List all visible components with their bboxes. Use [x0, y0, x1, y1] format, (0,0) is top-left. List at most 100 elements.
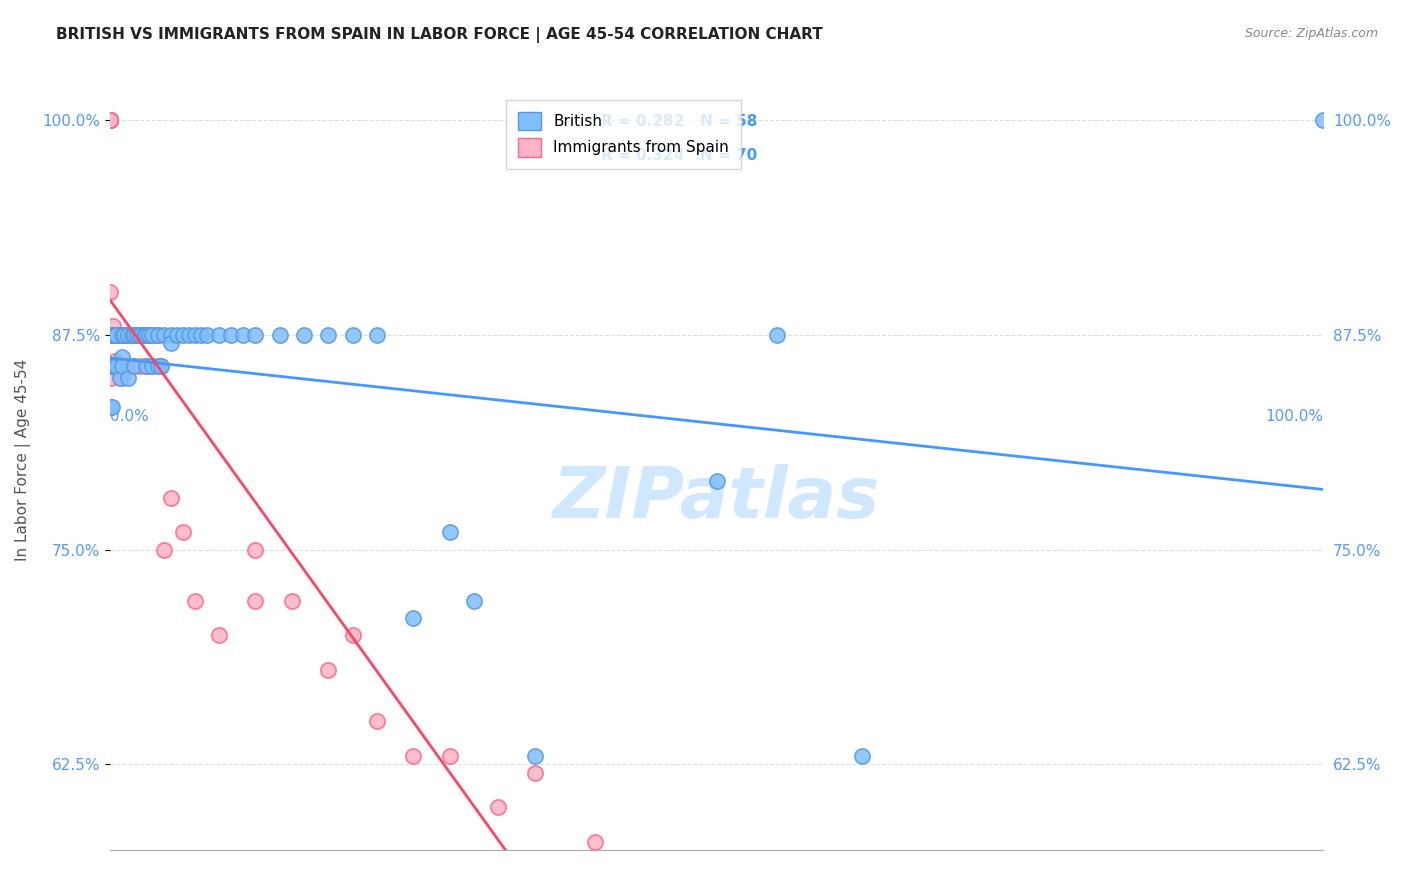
Point — [208, 628, 231, 642]
Point — [110, 327, 132, 342]
Point — [104, 359, 127, 373]
Point — [104, 327, 127, 342]
Point — [98, 113, 121, 128]
Point — [125, 327, 148, 342]
Point — [112, 327, 135, 342]
Point — [148, 327, 170, 342]
Point — [149, 359, 172, 373]
Point — [138, 327, 160, 342]
Point — [104, 327, 127, 342]
Y-axis label: In Labor Force | Age 45-54: In Labor Force | Age 45-54 — [15, 359, 31, 560]
Point — [103, 359, 125, 373]
Point — [111, 371, 134, 385]
Point — [851, 748, 873, 763]
Point — [132, 327, 155, 342]
Point — [129, 327, 152, 342]
Point — [98, 285, 121, 299]
Point — [177, 327, 200, 342]
Point — [172, 525, 194, 540]
Point — [108, 371, 131, 385]
Point — [117, 359, 139, 373]
Point — [523, 748, 546, 763]
Point — [117, 327, 139, 342]
Point — [366, 714, 388, 729]
Point — [439, 525, 461, 540]
Text: Source: ZipAtlas.com: Source: ZipAtlas.com — [1244, 27, 1378, 40]
Point — [129, 359, 152, 373]
Point — [98, 327, 121, 342]
Point — [463, 594, 485, 608]
Point — [402, 748, 425, 763]
Point — [101, 400, 124, 414]
Point — [121, 359, 143, 373]
Point — [121, 327, 143, 342]
Point — [112, 327, 135, 342]
Point — [269, 327, 291, 342]
Point — [153, 542, 176, 557]
Point — [132, 327, 155, 342]
Point — [108, 327, 131, 342]
Point — [402, 611, 425, 625]
Point — [366, 327, 388, 342]
Point — [107, 327, 129, 342]
Point — [706, 474, 728, 488]
Text: 0.0%: 0.0% — [110, 409, 149, 424]
Text: R = 0.324   N = 70: R = 0.324 N = 70 — [602, 148, 758, 163]
Point — [1312, 113, 1334, 128]
Point — [122, 327, 145, 342]
Point — [153, 327, 176, 342]
Point — [190, 327, 212, 342]
Point — [98, 400, 121, 414]
Point — [98, 400, 121, 414]
Point — [166, 327, 188, 342]
Point — [100, 327, 122, 342]
Point — [145, 327, 167, 342]
Point — [316, 663, 339, 677]
Point — [111, 359, 134, 373]
Point — [122, 327, 145, 342]
Point — [98, 113, 121, 128]
Point — [184, 594, 207, 608]
Point — [159, 327, 181, 342]
Point — [159, 491, 181, 505]
Point — [103, 319, 125, 334]
Point — [125, 327, 148, 342]
Point — [122, 359, 145, 373]
Point — [245, 542, 267, 557]
Point — [135, 359, 157, 373]
Point — [766, 327, 789, 342]
Point — [316, 327, 339, 342]
Point — [138, 327, 160, 342]
Point — [342, 628, 364, 642]
Point — [98, 113, 121, 128]
Point — [98, 113, 121, 128]
Point — [104, 359, 127, 373]
Point — [111, 359, 134, 373]
Point — [105, 327, 128, 342]
Point — [149, 359, 172, 373]
Point — [292, 327, 315, 342]
Point — [129, 327, 152, 342]
Text: R = 0.282   N = 58: R = 0.282 N = 58 — [602, 114, 758, 128]
Point — [117, 371, 139, 385]
Point — [98, 113, 121, 128]
Point — [98, 113, 121, 128]
Point — [98, 327, 121, 342]
Point — [184, 327, 207, 342]
Point — [111, 350, 134, 364]
Point — [219, 327, 242, 342]
Point — [98, 327, 121, 342]
Point — [208, 327, 231, 342]
Point — [98, 327, 121, 342]
Point — [245, 327, 267, 342]
Point — [135, 327, 157, 342]
Point — [104, 327, 127, 342]
Point — [281, 594, 304, 608]
Point — [141, 359, 163, 373]
Point — [100, 371, 122, 385]
Point — [104, 353, 127, 368]
Point — [141, 359, 163, 373]
Point — [135, 327, 157, 342]
Point — [98, 113, 121, 128]
Point — [98, 359, 121, 373]
